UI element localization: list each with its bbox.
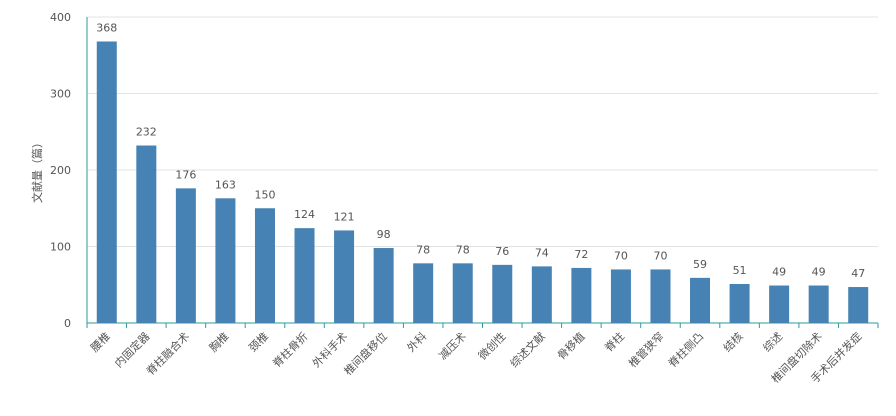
value-label: 76 — [495, 245, 509, 258]
y-tick-label: 300 — [50, 88, 71, 101]
x-tick-label: 骨移植 — [554, 329, 587, 362]
value-label: 51 — [733, 264, 747, 277]
x-tick-label: 外科手术 — [309, 329, 350, 370]
x-tick-label: 微创性 — [475, 329, 508, 362]
x-tick-label: 脊柱骨折 — [270, 329, 311, 370]
value-label: 176 — [175, 168, 196, 181]
bar — [690, 277, 711, 323]
bar — [531, 266, 552, 323]
value-label: 121 — [334, 210, 355, 223]
bar — [492, 264, 513, 323]
bar — [769, 285, 790, 323]
y-tick-label: 400 — [50, 11, 71, 24]
y-tick-label: 200 — [50, 164, 71, 177]
x-tick-label: 脊柱侧凸 — [665, 329, 706, 370]
x-tick-label: 外科 — [404, 329, 429, 354]
bar — [848, 287, 869, 323]
bar — [413, 263, 434, 323]
bar — [373, 248, 394, 323]
x-tick-label: 综述 — [760, 329, 785, 354]
x-tick-label: 脊柱 — [602, 329, 627, 354]
value-label: 78 — [416, 243, 430, 256]
x-tick-label: 内固定器 — [111, 329, 152, 370]
value-label: 232 — [136, 126, 157, 139]
bar — [729, 283, 750, 323]
value-label: 70 — [653, 249, 667, 262]
x-tick-label: 综述文献 — [507, 329, 548, 370]
x-tick-label: 结核 — [720, 329, 745, 354]
bar — [808, 285, 829, 323]
value-label: 78 — [456, 243, 470, 256]
bar — [452, 263, 473, 323]
y-tick-label: 0 — [64, 317, 71, 330]
x-tick-label: 脊柱融合术 — [143, 329, 192, 378]
x-tick-label: 椎管狭窄 — [626, 329, 667, 370]
x-tick-label: 减压术 — [436, 330, 469, 363]
value-label: 72 — [574, 248, 588, 261]
bar — [294, 228, 315, 323]
value-label: 163 — [215, 178, 236, 191]
bar — [610, 269, 631, 323]
bar — [96, 41, 117, 323]
value-label: 70 — [614, 249, 628, 262]
value-label: 49 — [772, 266, 786, 279]
y-tick-label: 100 — [50, 241, 71, 254]
y-axis-label: 文献量（篇） — [30, 137, 44, 203]
x-tick-label: 颈椎 — [246, 329, 271, 354]
bar — [571, 267, 592, 323]
value-label: 49 — [812, 266, 826, 279]
bar — [650, 269, 671, 323]
x-tick-label: 腰椎 — [87, 329, 112, 354]
value-label: 59 — [693, 258, 707, 271]
value-label: 47 — [851, 267, 865, 280]
value-label: 98 — [377, 228, 391, 241]
bar — [215, 198, 236, 323]
value-label: 74 — [535, 246, 549, 259]
value-label: 368 — [96, 21, 117, 34]
x-tick-label: 胸椎 — [206, 329, 231, 354]
value-label: 124 — [294, 208, 315, 221]
value-label: 150 — [254, 188, 275, 201]
bar — [334, 230, 355, 323]
bar — [136, 145, 157, 323]
bar — [175, 188, 196, 323]
bar — [254, 208, 275, 323]
x-tick-label: 椎间盘移位 — [341, 329, 390, 378]
